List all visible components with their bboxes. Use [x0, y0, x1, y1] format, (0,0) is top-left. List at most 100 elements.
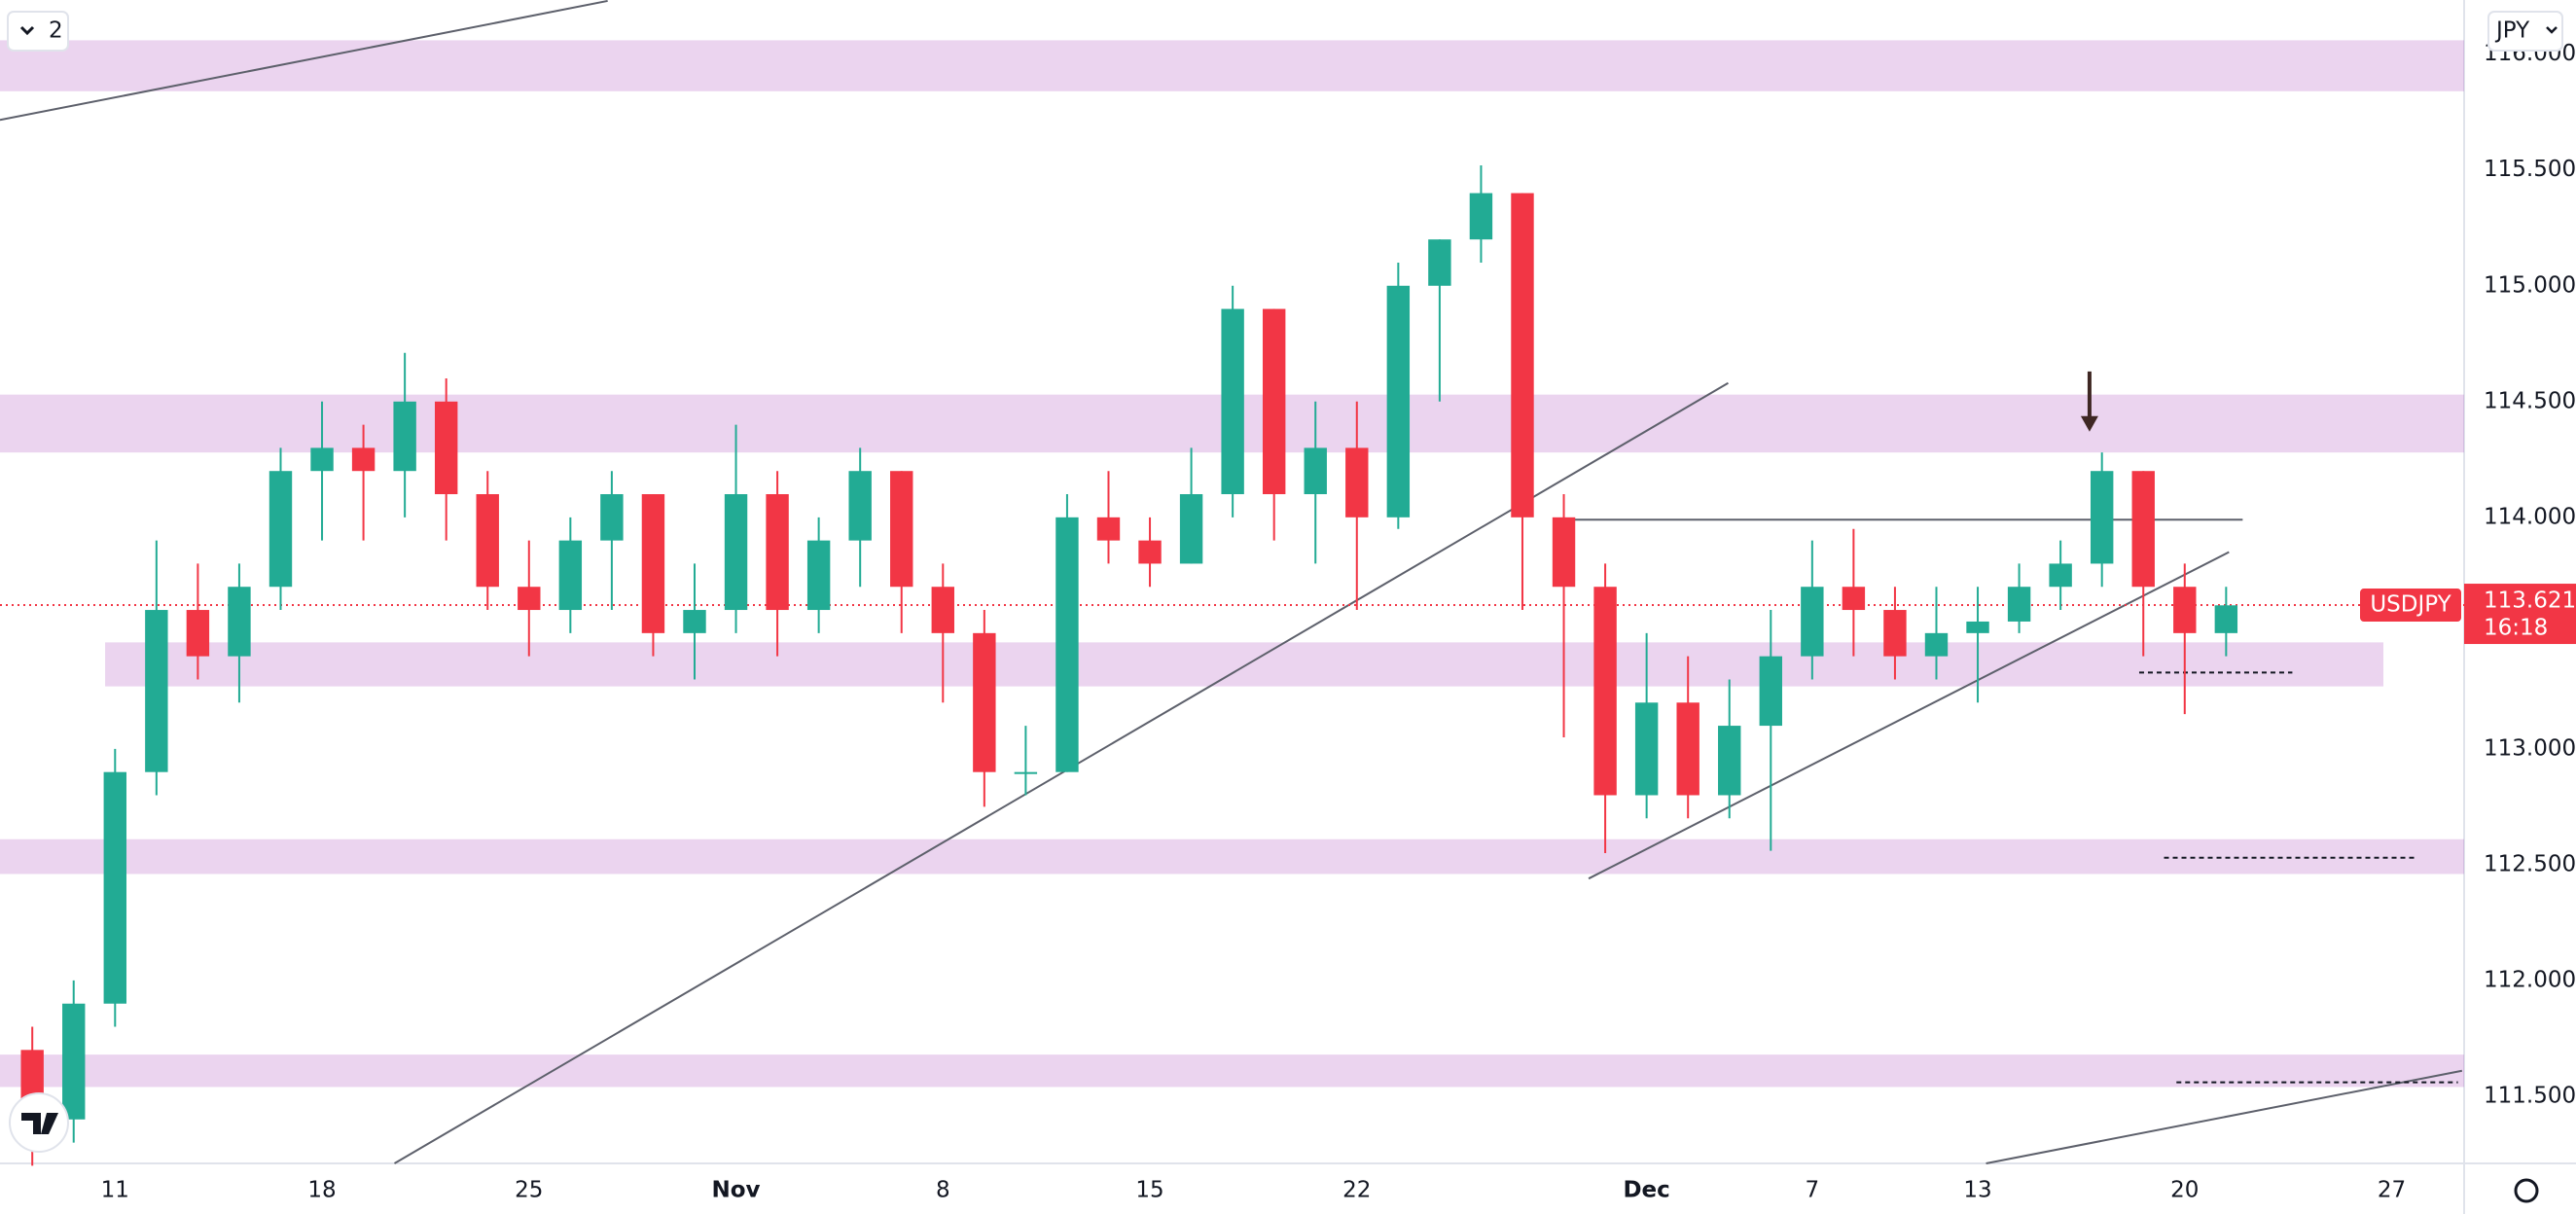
candle-body: [2131, 471, 2155, 588]
candle-body: [1096, 517, 1121, 541]
candle-body: [1801, 587, 1824, 657]
candle-body: [683, 610, 706, 633]
candle-body: [806, 540, 831, 611]
candle-body: [2173, 587, 2197, 633]
chevron-icon: [19, 25, 35, 36]
candle-body: [268, 471, 293, 588]
symbol: USDJPY: [2370, 592, 2451, 618]
candle-body: [724, 494, 748, 611]
zone: [0, 1054, 2464, 1088]
candle-body: [1842, 587, 1866, 611]
symbol-tag: [2360, 589, 2461, 623]
x-tick-label: 11: [101, 1178, 129, 1203]
pane-count: 2: [49, 18, 63, 44]
candle-body: [600, 494, 624, 541]
currency: JPY: [2494, 18, 2530, 44]
x-tick-label: 25: [515, 1178, 543, 1203]
candle-body: [1428, 239, 1451, 286]
chevron-icon: [2546, 26, 2558, 34]
candle-body: [1593, 587, 1617, 796]
candle-body: [476, 494, 499, 588]
candle-body: [351, 447, 376, 472]
candle-body: [2090, 471, 2114, 564]
candle-body: [393, 401, 416, 472]
candle-body: [641, 494, 665, 633]
axes: 111.500112.000112.500113.000113.500114.0…: [101, 41, 2576, 1203]
x-tick-label: 27: [2378, 1178, 2406, 1203]
y-tick-label: 112.000: [2484, 967, 2576, 992]
candle-body: [1469, 193, 1493, 240]
settings-icon[interactable]: [2514, 1178, 2539, 1203]
candle-body: [1634, 702, 1659, 796]
candle-body: [310, 447, 334, 472]
x-tick-label: 15: [1135, 1178, 1163, 1203]
logo-mark: [21, 1113, 58, 1134]
candle-body: [145, 610, 168, 772]
trend-line: [1986, 1069, 2463, 1164]
candle-body: [890, 471, 913, 588]
y-tick-label: 113.000: [2484, 735, 2576, 761]
candle-body: [931, 587, 954, 633]
candle-body: [103, 771, 126, 1004]
candle-body: [1759, 656, 1782, 727]
candle-body: [2007, 587, 2031, 622]
x-tick-label: 18: [307, 1178, 336, 1203]
last-price: 113.621: [2484, 589, 2576, 614]
trend-line: [1588, 551, 2230, 880]
trend-line: [393, 381, 1729, 1164]
zone: [0, 40, 2464, 91]
candle-body: [1221, 308, 1244, 495]
candle-body: [186, 610, 210, 657]
x-tick-label: Nov: [712, 1178, 761, 1203]
y-tick-label: 114.000: [2484, 504, 2576, 529]
candle-body: [1138, 540, 1162, 564]
ui: 2 JPY: [7, 11, 2563, 1203]
candle-body: [1179, 494, 1203, 564]
y-tick-label: 115.000: [2484, 272, 2576, 298]
countdown: 16:18: [2484, 616, 2548, 641]
candle-body: [973, 632, 996, 772]
candle-body: [2214, 605, 2238, 633]
y-tick-label: 115.500: [2484, 157, 2576, 182]
candle-body: [558, 540, 583, 611]
x-tick-label: 13: [1963, 1178, 1991, 1203]
candle-body: [1552, 517, 1576, 588]
candle-body: [2049, 563, 2072, 588]
currency-button[interactable]: [2487, 11, 2563, 52]
zone: [0, 839, 2464, 875]
candle-body: [1262, 308, 1286, 495]
candle-body: [1345, 447, 1369, 518]
x-tick-label: 8: [936, 1178, 950, 1203]
candle-body: [1883, 610, 1907, 657]
candle-body: [1055, 517, 1079, 772]
x-tick-label: Dec: [1623, 1178, 1669, 1203]
y-tick-label: 112.500: [2484, 851, 2576, 876]
candle-body: [1966, 621, 1989, 633]
candle-body: [434, 401, 458, 495]
arrow-head: [2080, 415, 2098, 432]
price-tag: [2464, 584, 2576, 645]
candle-body: [1924, 632, 1949, 657]
candle-body: [518, 587, 541, 611]
candles: [20, 164, 2238, 1166]
candle-body: [848, 471, 872, 541]
x-tick-label: 22: [1342, 1178, 1371, 1203]
x-tick-label: 7: [1806, 1178, 1820, 1203]
y-tick-label: 114.500: [2484, 388, 2576, 413]
candle-body: [1676, 702, 1699, 796]
candle-body: [1014, 771, 1038, 774]
drawings: [0, 0, 2464, 1164]
candle-body: [62, 1003, 86, 1120]
pane-button[interactable]: [7, 11, 69, 52]
trend-line: [0, 0, 608, 122]
zone: [105, 642, 2384, 687]
candle-body: [1386, 285, 1411, 518]
candle-body: [228, 587, 251, 657]
candle-body: [1511, 193, 1534, 518]
y-tick-label: 111.500: [2484, 1083, 2576, 1108]
candle-body: [766, 494, 789, 611]
candle-body: [1718, 726, 1741, 796]
x-tick-label: 20: [2170, 1178, 2199, 1203]
